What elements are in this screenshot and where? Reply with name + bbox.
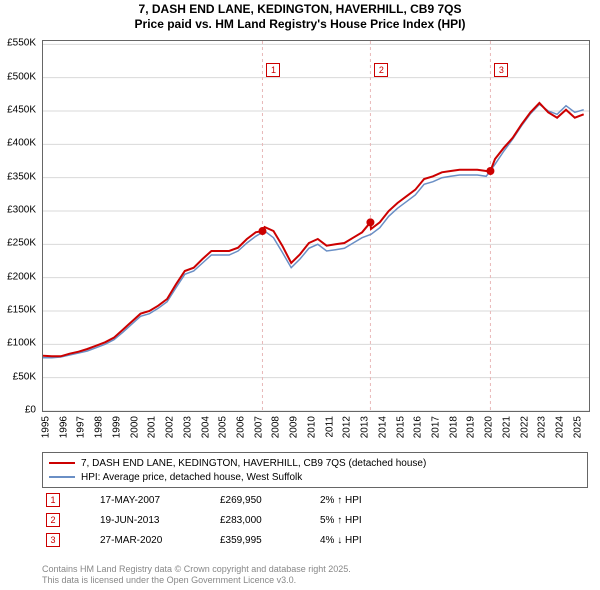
x-tick-label: 2022 xyxy=(519,416,530,438)
x-tick-label: 2013 xyxy=(360,416,371,438)
x-tick-label: 2008 xyxy=(271,416,282,438)
y-tick-label: £200K xyxy=(7,271,36,282)
legend-swatch xyxy=(49,462,75,464)
chart-container: 7, DASH END LANE, KEDINGTON, HAVERHILL, … xyxy=(0,0,600,590)
legend-box: 7, DASH END LANE, KEDINGTON, HAVERHILL, … xyxy=(42,452,588,488)
event-price: £359,995 xyxy=(220,535,320,546)
event-date: 19-JUN-2013 xyxy=(100,515,220,526)
y-tick-label: £0 xyxy=(25,405,36,416)
event-date: 27-MAR-2020 xyxy=(100,535,220,546)
x-tick-label: 2017 xyxy=(431,416,442,438)
event-number-box: 1 xyxy=(46,493,60,507)
legend-swatch xyxy=(49,476,75,478)
legend-row: HPI: Average price, detached house, West… xyxy=(49,470,581,484)
x-tick-label: 2000 xyxy=(129,416,140,438)
footer: Contains HM Land Registry data © Crown c… xyxy=(42,564,351,586)
event-marker-3: 3 xyxy=(494,63,508,77)
x-tick-label: 1999 xyxy=(111,416,122,438)
y-tick-label: £450K xyxy=(7,105,36,116)
x-tick-label: 2020 xyxy=(484,416,495,438)
event-row: 1 17-MAY-2007£269,9502% ↑ HPI xyxy=(42,490,588,510)
event-date: 17-MAY-2007 xyxy=(100,495,220,506)
x-tick-label: 2016 xyxy=(413,416,424,438)
event-diff: 5% ↑ HPI xyxy=(320,515,420,526)
title-line-1: 7, DASH END LANE, KEDINGTON, HAVERHILL, … xyxy=(0,2,600,17)
x-tick-label: 2004 xyxy=(200,416,211,438)
x-tick-label: 2025 xyxy=(572,416,583,438)
event-diff: 2% ↑ HPI xyxy=(320,495,420,506)
x-tick-label: 2019 xyxy=(466,416,477,438)
x-tick-label: 1995 xyxy=(41,416,52,438)
event-marker-1: 1 xyxy=(266,63,280,77)
x-tick-label: 2005 xyxy=(218,416,229,438)
y-tick-label: £550K xyxy=(7,38,36,49)
x-tick-label: 1996 xyxy=(58,416,69,438)
x-tick-label: 2014 xyxy=(377,416,388,438)
x-tick-label: 2002 xyxy=(165,416,176,438)
x-tick-label: 2010 xyxy=(306,416,317,438)
chart-svg xyxy=(43,41,589,411)
x-tick-label: 2009 xyxy=(289,416,300,438)
event-row: 2 19-JUN-2013£283,0005% ↑ HPI xyxy=(42,510,588,530)
legend-row: 7, DASH END LANE, KEDINGTON, HAVERHILL, … xyxy=(49,456,581,470)
event-diff: 4% ↓ HPI xyxy=(320,535,420,546)
x-tick-label: 2018 xyxy=(448,416,459,438)
event-row: 3 27-MAR-2020£359,9954% ↓ HPI xyxy=(42,530,588,550)
y-tick-label: £100K xyxy=(7,338,36,349)
x-tick-label: 2024 xyxy=(555,416,566,438)
y-tick-label: £500K xyxy=(7,71,36,82)
event-price: £283,000 xyxy=(220,515,320,526)
footer-line-2: This data is licensed under the Open Gov… xyxy=(42,575,351,586)
x-tick-label: 2001 xyxy=(147,416,158,438)
x-tick-label: 2015 xyxy=(395,416,406,438)
x-axis: 1995 1996 1997 1998 1999 2000 2001 2002 2003 2004… xyxy=(42,412,590,452)
y-tick-label: £300K xyxy=(7,205,36,216)
x-tick-label: 1997 xyxy=(76,416,87,438)
x-tick-label: 2021 xyxy=(501,416,512,438)
event-number-box: 2 xyxy=(46,513,60,527)
chart-area: 1 2 3 xyxy=(42,40,590,412)
events-table: 1 17-MAY-2007£269,9502% ↑ HPI 2 19-JUN-2013… xyxy=(42,490,588,550)
y-tick-label: £350K xyxy=(7,171,36,182)
y-tick-label: £250K xyxy=(7,238,36,249)
x-tick-label: 2011 xyxy=(324,416,335,438)
event-number-box: 3 xyxy=(46,533,60,547)
x-tick-label: 1998 xyxy=(94,416,105,438)
x-tick-label: 2006 xyxy=(236,416,247,438)
title-line-2: Price paid vs. HM Land Registry's House … xyxy=(0,17,600,32)
y-axis: £0£50K£100K£150K£200K£250K£300K£350K£400… xyxy=(0,40,40,412)
y-tick-label: £400K xyxy=(7,138,36,149)
legend-text: 7, DASH END LANE, KEDINGTON, HAVERHILL, … xyxy=(81,458,426,469)
event-marker-2: 2 xyxy=(374,63,388,77)
footer-line-1: Contains HM Land Registry data © Crown c… xyxy=(42,564,351,575)
legend-text: HPI: Average price, detached house, West… xyxy=(81,472,302,483)
event-price: £269,950 xyxy=(220,495,320,506)
title-block: 7, DASH END LANE, KEDINGTON, HAVERHILL, … xyxy=(0,0,600,32)
y-tick-label: £150K xyxy=(7,305,36,316)
x-tick-label: 2023 xyxy=(537,416,548,438)
y-tick-label: £50K xyxy=(13,371,36,382)
x-tick-label: 2007 xyxy=(253,416,264,438)
x-tick-label: 2003 xyxy=(182,416,193,438)
x-tick-label: 2012 xyxy=(342,416,353,438)
